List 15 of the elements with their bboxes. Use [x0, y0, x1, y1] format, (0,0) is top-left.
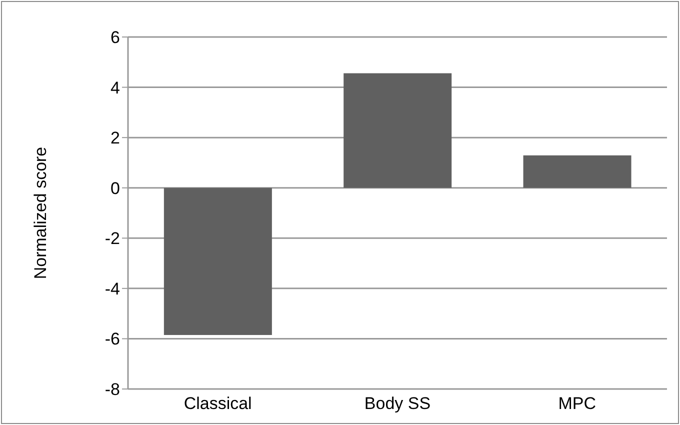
y-tick-label: -8 — [104, 380, 120, 400]
y-tick-label: -2 — [104, 229, 120, 248]
x-tick-label: Body SS — [364, 394, 431, 414]
x-tick-label: Classical — [184, 394, 252, 414]
bar — [523, 155, 632, 188]
x-tick-label: MPC — [558, 394, 596, 414]
y-tick-label: 4 — [110, 78, 120, 98]
y-tick-label: -4 — [104, 279, 120, 298]
y-tick-label: 6 — [110, 28, 120, 48]
y-tick-label: -6 — [104, 330, 120, 349]
y-axis-title: Normalized score — [31, 146, 50, 280]
y-tick-label: 0 — [110, 178, 120, 198]
bar — [164, 188, 272, 335]
y-tick-label: 2 — [110, 128, 120, 148]
bar — [344, 73, 452, 188]
